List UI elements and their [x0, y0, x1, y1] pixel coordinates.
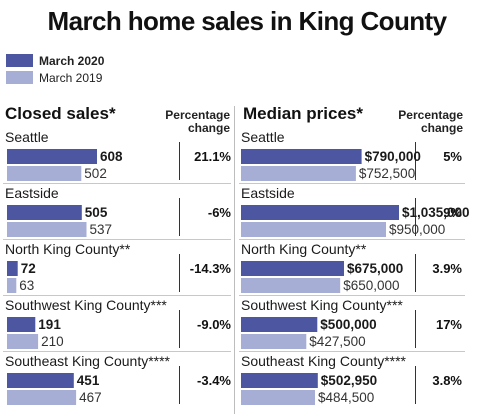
closed-sales-data-label-2019: 63 [19, 278, 34, 293]
median-prices-data-label-2019: $484,500 [318, 390, 374, 405]
median-prices-pct-header-line2: change [420, 121, 463, 135]
chart-title: March home sales in King County [47, 6, 448, 36]
closed-sales-region-label: Southwest King County*** [5, 297, 167, 313]
median-prices-row-divider [415, 254, 416, 292]
closed-sales-pct-header: Percentage change [140, 109, 230, 135]
closed-sales-bar-2020 [7, 261, 18, 276]
median-prices-data-label-2020: $675,000 [347, 261, 403, 276]
closed-sales-pct-change: -9.0% [197, 317, 231, 332]
median-prices-bar-2020 [241, 317, 318, 332]
closed-sales-data-label-2020: 505 [85, 205, 108, 220]
median-prices-pct-change: 9% [443, 205, 462, 220]
median-prices-data-label-2019: $427,500 [309, 334, 365, 349]
median-prices-data-label-2019: $650,000 [343, 278, 399, 293]
legend-item-2020: March 2020 [6, 53, 105, 68]
closed-sales-data-label-2019: 537 [90, 222, 113, 237]
median-prices-bar-2020 [241, 205, 399, 220]
median-prices-bar-2019 [241, 222, 386, 237]
median-prices-region-label: North King County** [241, 241, 367, 257]
closed-sales-data-label-2019: 210 [41, 334, 64, 349]
median-prices-bar-2019 [241, 166, 356, 181]
median-prices-region-label: Seattle [241, 129, 285, 145]
median-prices-bar-2019 [241, 390, 315, 405]
closed-sales-bar-2019 [7, 166, 82, 181]
median-prices-bar-2019 [241, 334, 307, 349]
median-prices-pct-header: Percentage change [373, 109, 463, 135]
closed-sales-row-separator [3, 295, 231, 296]
legend-swatch-2019 [6, 71, 33, 84]
closed-sales-row-separator [3, 239, 231, 240]
median-prices-region-label: Southwest King County*** [241, 297, 403, 313]
legend-item-2019: March 2019 [6, 70, 103, 85]
closed-sales-pct-header-line2: change [187, 121, 230, 135]
closed-sales-row-separator [3, 351, 231, 352]
closed-sales-bar-2020 [7, 373, 74, 388]
median-prices-row-divider [415, 142, 416, 180]
closed-sales-row-divider [179, 142, 180, 180]
closed-sales-pct-change: 21.1% [194, 149, 231, 164]
median-prices-pct-change: 5% [443, 149, 462, 164]
median-prices-data-label-2020: $790,000 [365, 149, 421, 164]
median-prices-row-divider [415, 198, 416, 236]
legend-label-2019: March 2019 [39, 70, 103, 85]
median-prices-header: Median prices* [243, 104, 363, 123]
median-prices-bar-2020 [241, 261, 344, 276]
median-prices-bar-2020 [241, 149, 362, 164]
median-prices-bar-2019 [241, 278, 341, 293]
closed-sales-region-label: Eastside [5, 185, 59, 201]
median-prices-region-label: Southeast King County**** [241, 353, 406, 369]
section-divider [234, 106, 235, 414]
legend-swatch-2020 [6, 54, 33, 67]
closed-sales-data-label-2020: 72 [21, 261, 36, 276]
closed-sales-pct-change: -14.3% [189, 261, 231, 276]
closed-sales-region-label: Seattle [5, 129, 49, 145]
closed-sales-pct-header-line1: Percentage [165, 108, 230, 122]
closed-sales-bar-2020 [7, 205, 82, 220]
median-prices-region-label: Eastside [241, 185, 295, 201]
median-prices-data-label-2020: $500,000 [320, 317, 376, 332]
median-prices-row-divider [415, 310, 416, 348]
median-prices-pct-change: 3.9% [432, 261, 462, 276]
closed-sales-pct-change: -3.4% [197, 373, 231, 388]
closed-sales-bar-2019 [7, 334, 39, 349]
median-prices-data-label-2019: $950,000 [389, 222, 445, 237]
closed-sales-region-label: North King County** [5, 241, 131, 257]
legend-label-2020: March 2020 [39, 53, 105, 68]
median-prices-row-separator [239, 295, 465, 296]
closed-sales-bar-2020 [7, 317, 36, 332]
closed-sales-row-divider [179, 366, 180, 404]
median-prices-data-label-2020: $502,950 [321, 373, 377, 388]
closed-sales-bar-2019 [7, 222, 87, 237]
median-prices-row-separator [239, 239, 465, 240]
median-prices-pct-change: 17% [435, 317, 462, 332]
median-prices-pct-change: 3.8% [432, 373, 462, 388]
closed-sales-data-label-2020: 191 [38, 317, 61, 332]
closed-sales-row-separator [3, 183, 231, 184]
closed-sales-data-label-2020: 608 [100, 149, 123, 164]
median-prices-row-separator [239, 351, 465, 352]
median-prices-bar-2020 [241, 373, 318, 388]
closed-sales-bar-2019 [7, 278, 17, 293]
closed-sales-bar-2019 [7, 390, 77, 405]
median-prices-data-label-2019: $752,500 [359, 166, 415, 181]
median-prices-data-label-2020: $1,035,000 [402, 205, 470, 220]
closed-sales-bar-2020 [7, 149, 97, 164]
median-prices-pct-header-line1: Percentage [398, 108, 463, 122]
closed-sales-header: Closed sales* [5, 104, 116, 123]
closed-sales-data-label-2019: 467 [79, 390, 102, 405]
closed-sales-region-label: Southeast King County**** [5, 353, 170, 369]
closed-sales-row-divider [179, 310, 180, 348]
closed-sales-row-divider [179, 254, 180, 292]
median-prices-row-separator [239, 183, 465, 184]
closed-sales-data-label-2020: 451 [77, 373, 100, 388]
median-prices-row-divider [415, 366, 416, 404]
closed-sales-data-label-2019: 502 [84, 166, 107, 181]
closed-sales-row-divider [179, 198, 180, 236]
closed-sales-pct-change: -6% [207, 205, 231, 220]
